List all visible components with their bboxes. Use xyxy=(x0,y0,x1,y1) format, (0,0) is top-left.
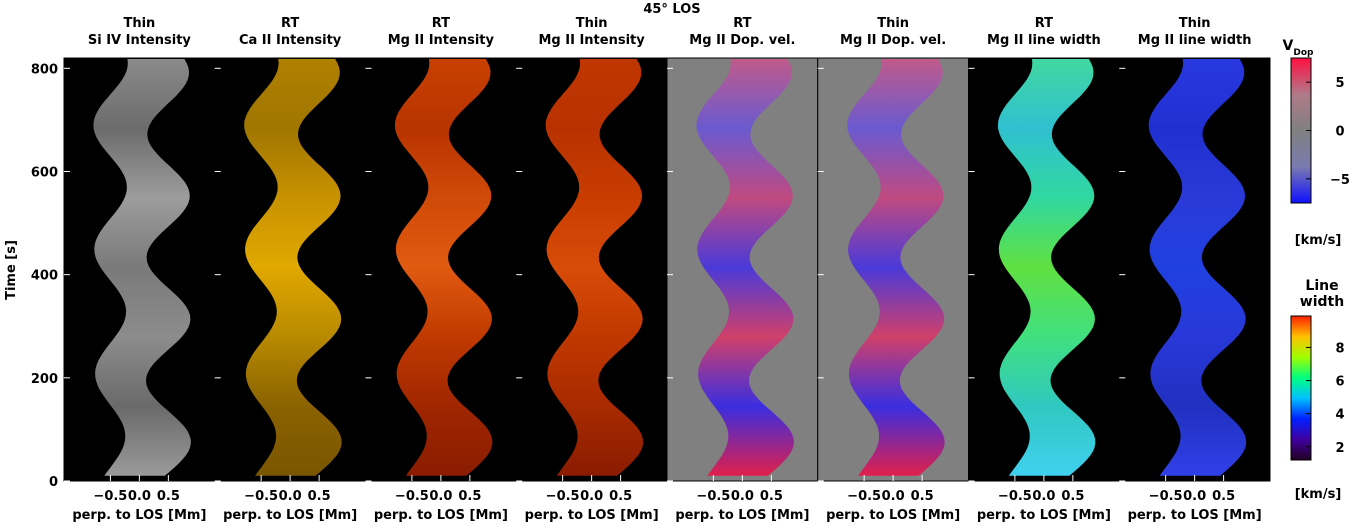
x-tick-label: −0.5 xyxy=(546,489,580,504)
tube-image xyxy=(1148,59,1247,476)
panel-title: Mg II line width xyxy=(1138,33,1252,48)
tube-image xyxy=(244,59,342,476)
x-tick-label: −0.5 xyxy=(1149,489,1183,504)
colorbar-title: width xyxy=(1300,294,1344,310)
x-tick-label: −0.5 xyxy=(244,489,278,504)
colorbar xyxy=(1290,315,1312,461)
tube-image xyxy=(394,59,493,476)
x-tick-label: −0.5 xyxy=(998,489,1032,504)
x-tick-label: −0.5 xyxy=(847,489,881,504)
x-tick-label: 0.0 xyxy=(279,489,302,504)
panel-title: Mg II Dop. vel. xyxy=(840,33,946,48)
x-tick-label: 0.0 xyxy=(128,489,151,504)
colorbar-tick-label: −5 xyxy=(1330,173,1350,188)
figure-title: 45° LOS xyxy=(643,2,700,17)
panel-title: RT xyxy=(281,16,299,31)
tube-image xyxy=(545,59,644,476)
panel-title: Thin xyxy=(1179,16,1211,31)
y-tick-label: 400 xyxy=(31,269,58,284)
x-tick-label: 0.0 xyxy=(731,489,754,504)
x-tick-label: 0.0 xyxy=(580,489,603,504)
colorbar-tick-label: 0 xyxy=(1335,125,1344,140)
colorbar-unit: [km/s] xyxy=(1295,487,1342,502)
x-axis-label: perp. to LOS [Mm] xyxy=(525,508,659,523)
y-axis-label: Time [s] xyxy=(4,240,19,300)
x-tick-label: 0.0 xyxy=(1032,489,1055,504)
panel-title: Mg II Dop. vel. xyxy=(689,33,795,48)
x-axis-label: perp. to LOS [Mm] xyxy=(826,508,960,523)
colorbar-title: VDop xyxy=(1283,38,1314,58)
panel-title: Si IV Intensity xyxy=(88,33,192,48)
colorbar-title: Line xyxy=(1305,278,1338,294)
x-tick-label: 0.5 xyxy=(1061,489,1084,504)
y-tick-label: 0 xyxy=(49,475,58,490)
y-tick-label: 600 xyxy=(31,165,58,180)
x-axis-label: perp. to LOS [Mm] xyxy=(374,508,508,523)
x-tick-label: −0.5 xyxy=(93,489,127,504)
tube-image xyxy=(997,59,1096,476)
panel-title: Thin xyxy=(123,16,155,31)
colorbar-unit: [km/s] xyxy=(1295,233,1342,248)
colorbar-title-main: V xyxy=(1283,38,1294,54)
x-tick-label: 0.5 xyxy=(157,489,180,504)
x-tick-label: 0.5 xyxy=(1212,489,1235,504)
x-tick-label: 0.5 xyxy=(308,489,331,504)
x-axis-label: perp. to LOS [Mm] xyxy=(675,508,809,523)
tube-image xyxy=(847,59,945,476)
x-axis-label: perp. to LOS [Mm] xyxy=(72,508,206,523)
x-tick-label: 0.5 xyxy=(609,489,632,504)
colorbar-tick-label: 8 xyxy=(1335,341,1344,356)
colorbar-tick-label: 6 xyxy=(1335,375,1344,390)
panel-title: Mg II Intensity xyxy=(388,33,495,48)
tube-image xyxy=(696,59,794,476)
colorbar-title-subscript: Dop xyxy=(1293,48,1314,58)
panel-title: Thin xyxy=(576,16,608,31)
x-tick-label: −0.5 xyxy=(696,489,730,504)
panel-title: RT xyxy=(733,16,751,31)
x-tick-label: 0.0 xyxy=(882,489,905,504)
y-tick-label: 200 xyxy=(31,372,58,387)
x-tick-label: 0.0 xyxy=(429,489,452,504)
panel-title: RT xyxy=(432,16,450,31)
colorbar-tick-label: 2 xyxy=(1335,441,1344,456)
panel-title: Mg II Intensity xyxy=(539,33,646,48)
x-tick-label: −0.5 xyxy=(395,489,429,504)
colorbar-tick-label: 5 xyxy=(1335,76,1344,91)
y-tick-label: 800 xyxy=(31,62,58,77)
x-tick-label: 0.5 xyxy=(911,489,934,504)
x-tick-label: 0.5 xyxy=(760,489,783,504)
panel-title: Mg II line width xyxy=(987,33,1101,48)
tube-image xyxy=(93,59,191,476)
panel-title: RT xyxy=(1035,16,1053,31)
x-tick-label: 0.0 xyxy=(1183,489,1206,504)
x-axis-label: perp. to LOS [Mm] xyxy=(977,508,1111,523)
x-axis-label: perp. to LOS [Mm] xyxy=(223,508,357,523)
panel-title: Ca II Intensity xyxy=(239,33,342,48)
panel-title: Thin xyxy=(877,16,909,31)
x-axis-label: perp. to LOS [Mm] xyxy=(1128,508,1262,523)
x-tick-label: 0.5 xyxy=(458,489,481,504)
colorbar-tick-label: 4 xyxy=(1335,408,1344,423)
